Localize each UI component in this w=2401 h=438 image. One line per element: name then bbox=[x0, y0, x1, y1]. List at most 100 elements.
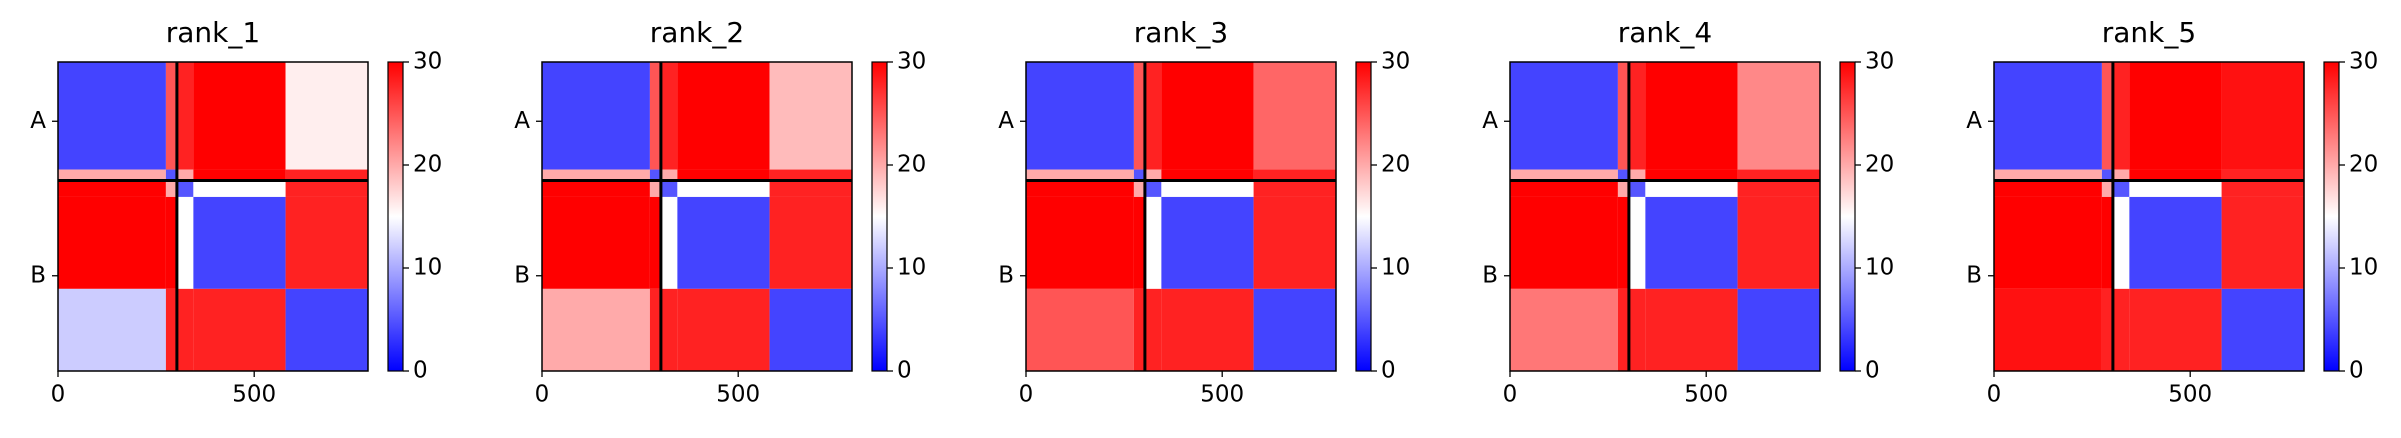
heatmap-cell bbox=[660, 62, 678, 170]
heatmap-cell bbox=[193, 288, 286, 371]
colorbar-tick-label: 0 bbox=[1865, 358, 1880, 384]
heatmap-cell bbox=[193, 196, 286, 289]
heatmap-cell bbox=[660, 169, 678, 181]
colorbar-tick-label: 30 bbox=[897, 49, 926, 75]
heatmap-cell bbox=[1161, 180, 1254, 197]
colorbar-tick-label: 30 bbox=[1381, 49, 1410, 75]
colorbar-tick-label: 20 bbox=[897, 152, 926, 178]
heatmap-cell bbox=[285, 196, 368, 289]
heatmap-cell bbox=[1144, 288, 1162, 371]
heatmap-cell bbox=[769, 288, 852, 371]
x-tick-label: 500 bbox=[1684, 382, 1728, 408]
heatmap-cell bbox=[1510, 62, 1618, 170]
chart-title: rank_5 bbox=[2102, 16, 2196, 49]
colorbar-tick-label: 10 bbox=[413, 255, 442, 281]
y-tick-label: B bbox=[998, 262, 1014, 288]
colorbar-tick-label: 10 bbox=[897, 255, 926, 281]
heatmap-cell bbox=[2101, 288, 2113, 371]
heatmap-cell bbox=[1645, 62, 1738, 170]
colorbar-tick-label: 0 bbox=[1381, 358, 1396, 384]
heatmap-cell bbox=[1737, 169, 1820, 181]
heatmap-cell bbox=[542, 169, 650, 181]
heatmap-cell bbox=[2221, 180, 2304, 197]
heatmap-cell bbox=[2221, 62, 2304, 170]
heatmap-cell bbox=[1994, 169, 2102, 181]
heatmap-cell bbox=[1253, 288, 1336, 371]
colorbar-tick-label: 20 bbox=[1381, 152, 1410, 178]
y-tick-label: A bbox=[998, 108, 1014, 134]
x-tick-label: 500 bbox=[2168, 382, 2212, 408]
colorbar-tick-label: 10 bbox=[1865, 255, 1894, 281]
heatmap-cell bbox=[1645, 288, 1738, 371]
heatmap-cell bbox=[1645, 180, 1738, 197]
heatmap-cell bbox=[1510, 196, 1618, 289]
y-tick-label: A bbox=[1482, 108, 1498, 134]
heatmap-cell bbox=[660, 288, 678, 371]
chart-title: rank_3 bbox=[1134, 16, 1228, 49]
heatmap-cell bbox=[2221, 288, 2304, 371]
x-tick-label: 0 bbox=[535, 382, 550, 408]
x-tick-label: 500 bbox=[716, 382, 760, 408]
heatmap-cell bbox=[176, 62, 194, 170]
chart-title: rank_4 bbox=[1618, 16, 1712, 49]
heatmap-cell bbox=[769, 169, 852, 181]
heatmap-cell bbox=[1253, 180, 1336, 197]
chart-title: rank_2 bbox=[650, 16, 744, 49]
heatmap-cell bbox=[165, 62, 177, 170]
heatmap-cell bbox=[1645, 169, 1738, 181]
heatmap-cell bbox=[1253, 169, 1336, 181]
heatmap-cell bbox=[1026, 288, 1134, 371]
heatmap-cell bbox=[542, 196, 650, 289]
colorbar-tick-label: 30 bbox=[1865, 49, 1894, 75]
heatmap-cell bbox=[176, 196, 194, 289]
heatmap-cell bbox=[176, 288, 194, 371]
heatmap-cell bbox=[1645, 196, 1738, 289]
heatmap-cell bbox=[1510, 180, 1618, 197]
y-tick-label: B bbox=[30, 262, 46, 288]
heatmap-cell bbox=[2101, 169, 2113, 181]
colorbar bbox=[1839, 61, 1856, 372]
plot-frame bbox=[541, 61, 853, 372]
heatmap-cell bbox=[58, 62, 166, 170]
heatmap-cell bbox=[1737, 180, 1820, 197]
heatmap-cell bbox=[542, 62, 650, 170]
y-tick-label: A bbox=[514, 108, 530, 134]
heatmap-cell bbox=[58, 180, 166, 197]
heatmap-cell bbox=[1617, 169, 1629, 181]
heatmap-cell bbox=[1161, 288, 1254, 371]
heatmap-cell bbox=[1628, 196, 1646, 289]
heatmap-cell bbox=[2112, 62, 2130, 170]
y-tick-label: B bbox=[514, 262, 530, 288]
colorbar bbox=[2323, 61, 2340, 372]
heatmap-cell bbox=[165, 288, 177, 371]
heatmap-cell bbox=[2221, 196, 2304, 289]
heatmap-cell bbox=[58, 288, 166, 371]
heatmap-cell bbox=[1133, 288, 1145, 371]
heatmap-cell bbox=[58, 196, 166, 289]
heatmap-cell bbox=[677, 62, 770, 170]
heatmap-cell bbox=[1026, 180, 1134, 197]
heatmap-cell bbox=[1617, 196, 1629, 289]
y-tick-label: A bbox=[30, 108, 46, 134]
heatmap-cell bbox=[165, 169, 177, 181]
heatmap-cell bbox=[649, 196, 661, 289]
heatmap-cell bbox=[1617, 288, 1629, 371]
heatmap-cell bbox=[193, 180, 286, 197]
heatmap-cell bbox=[193, 169, 286, 181]
heatmap-cell bbox=[769, 62, 852, 170]
heatmap-cell bbox=[769, 180, 852, 197]
heatmap-cell bbox=[1510, 288, 1618, 371]
heatmap-cell bbox=[176, 180, 194, 197]
heatmap-cell bbox=[769, 196, 852, 289]
heatmap-cell bbox=[165, 180, 177, 197]
y-tick-label: A bbox=[1966, 108, 1982, 134]
heatmap-cell bbox=[285, 180, 368, 197]
x-tick-label: 500 bbox=[1200, 382, 1244, 408]
heatmap-cell bbox=[1617, 62, 1629, 170]
heatmap-cell bbox=[1253, 62, 1336, 170]
heatmap-cell bbox=[1510, 169, 1618, 181]
heatmap-cell bbox=[2129, 196, 2222, 289]
heatmap-cell bbox=[1144, 62, 1162, 170]
colorbar-tick-label: 0 bbox=[2349, 358, 2364, 384]
